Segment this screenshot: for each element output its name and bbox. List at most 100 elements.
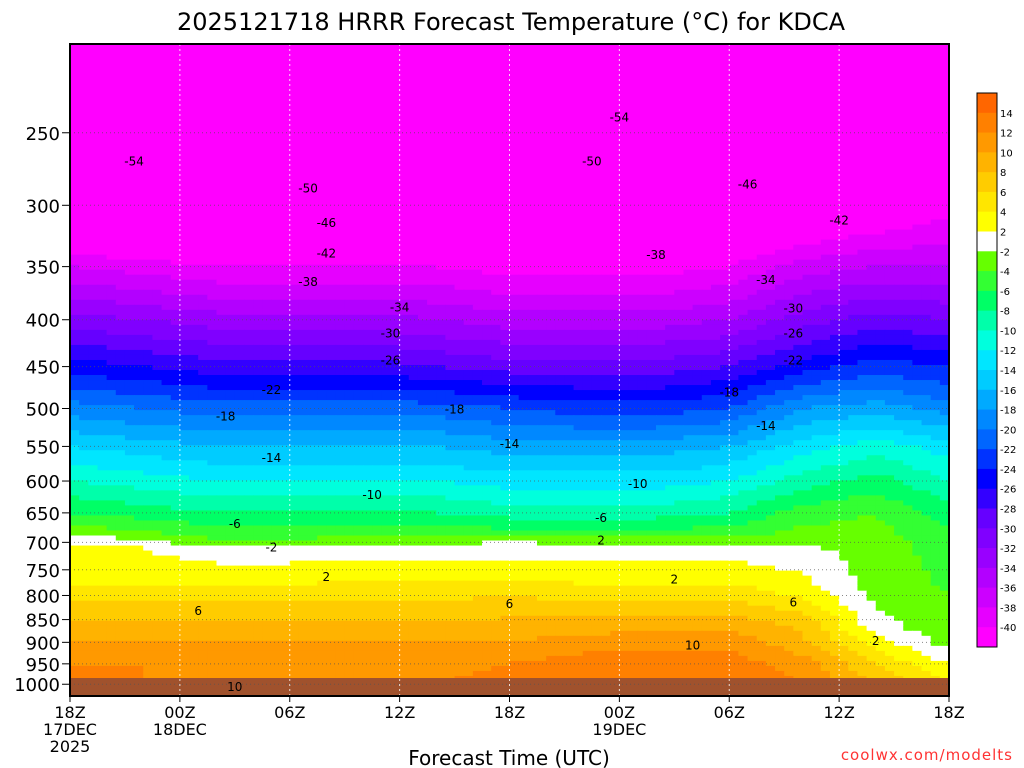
field-cell [555, 219, 566, 226]
field-cell [79, 279, 89, 286]
field-cell [445, 49, 456, 55]
field-cell [289, 144, 300, 150]
field-cell [610, 89, 620, 95]
field-cell [866, 194, 877, 201]
field-cell [491, 59, 501, 65]
field-cell [802, 159, 813, 165]
field-cell [793, 209, 804, 216]
field-cell [363, 194, 373, 201]
field-cell [390, 264, 401, 271]
field-cell [619, 259, 630, 266]
field-cell [216, 59, 227, 65]
field-cell [829, 44, 840, 50]
field-cell [839, 74, 849, 80]
field-cell [784, 244, 794, 251]
field-cell [619, 179, 630, 186]
field-cell [628, 219, 639, 226]
field-cell [427, 84, 437, 90]
field-cell [628, 44, 639, 50]
field-cell [198, 249, 208, 256]
field-cell [143, 289, 154, 296]
field-cell [536, 139, 547, 145]
field-cell [811, 94, 822, 100]
field-cell [115, 249, 126, 256]
field-cell [243, 294, 254, 301]
field-cell [921, 279, 932, 286]
field-cell [628, 264, 639, 271]
field-cell [619, 114, 630, 120]
field-cell [179, 69, 190, 75]
field-cell [198, 144, 208, 150]
field-cell [820, 84, 831, 90]
field-cell [454, 164, 465, 170]
field-cell [472, 119, 483, 125]
field-cell [518, 179, 529, 186]
field-cell [436, 84, 447, 90]
field-cell [903, 179, 913, 186]
field-cell [646, 54, 657, 60]
field-cell [491, 54, 501, 60]
field-cell [106, 149, 117, 155]
field-cell [88, 124, 99, 130]
field-cell [656, 49, 666, 55]
field-cell [335, 254, 346, 261]
field-cell [152, 119, 163, 125]
field-cell [903, 144, 913, 150]
field-cell [408, 54, 419, 60]
field-cell [674, 289, 685, 296]
field-cell [70, 259, 80, 266]
field-cell [143, 144, 154, 150]
field-cell [170, 299, 181, 306]
field-cell [189, 119, 199, 125]
field-cell [857, 139, 868, 145]
field-cell [253, 209, 263, 216]
field-cell [271, 49, 282, 55]
field-cell [390, 284, 401, 291]
field-cell [921, 99, 932, 105]
field-cell [463, 139, 474, 145]
field-cell [784, 169, 794, 175]
field-cell [445, 104, 456, 110]
field-cell [280, 264, 291, 271]
field-cell [536, 289, 547, 296]
field-cell [582, 289, 593, 296]
field-cell [509, 94, 520, 100]
field-cell [683, 269, 694, 276]
field-cell [610, 129, 620, 135]
field-cell [637, 259, 648, 266]
field-cell [70, 274, 80, 281]
field-cell [317, 109, 327, 115]
field-cell [546, 154, 556, 160]
field-cell [271, 139, 282, 145]
field-cell [271, 164, 282, 170]
field-cell [88, 114, 99, 120]
field-cell [912, 89, 923, 95]
field-cell [674, 189, 685, 196]
field-cell [253, 54, 263, 60]
field-cell [143, 204, 154, 211]
field-cell [601, 184, 611, 191]
field-cell [628, 299, 639, 306]
field-cell [674, 64, 685, 70]
field-cell [152, 169, 163, 175]
field-cell [179, 199, 190, 206]
field-cell [793, 229, 804, 236]
field-cell [463, 169, 474, 175]
field-cell [930, 259, 941, 266]
field-cell [308, 109, 318, 115]
field-cell [820, 119, 831, 125]
field-cell [811, 279, 822, 286]
field-cell [811, 79, 822, 85]
field-cell [692, 244, 703, 251]
field-cell [97, 184, 108, 191]
field-cell [427, 104, 437, 110]
field-cell [829, 219, 840, 226]
field-cell [802, 184, 813, 191]
field-cell [115, 199, 126, 206]
field-cell [738, 154, 749, 160]
field-cell [280, 234, 291, 241]
plot-area: -54-54-50-50-46-46-42-42-38-38-34-34-30-… [69, 43, 950, 697]
field-cell [353, 174, 364, 181]
field-cell [729, 279, 740, 286]
field-cell [124, 214, 135, 221]
